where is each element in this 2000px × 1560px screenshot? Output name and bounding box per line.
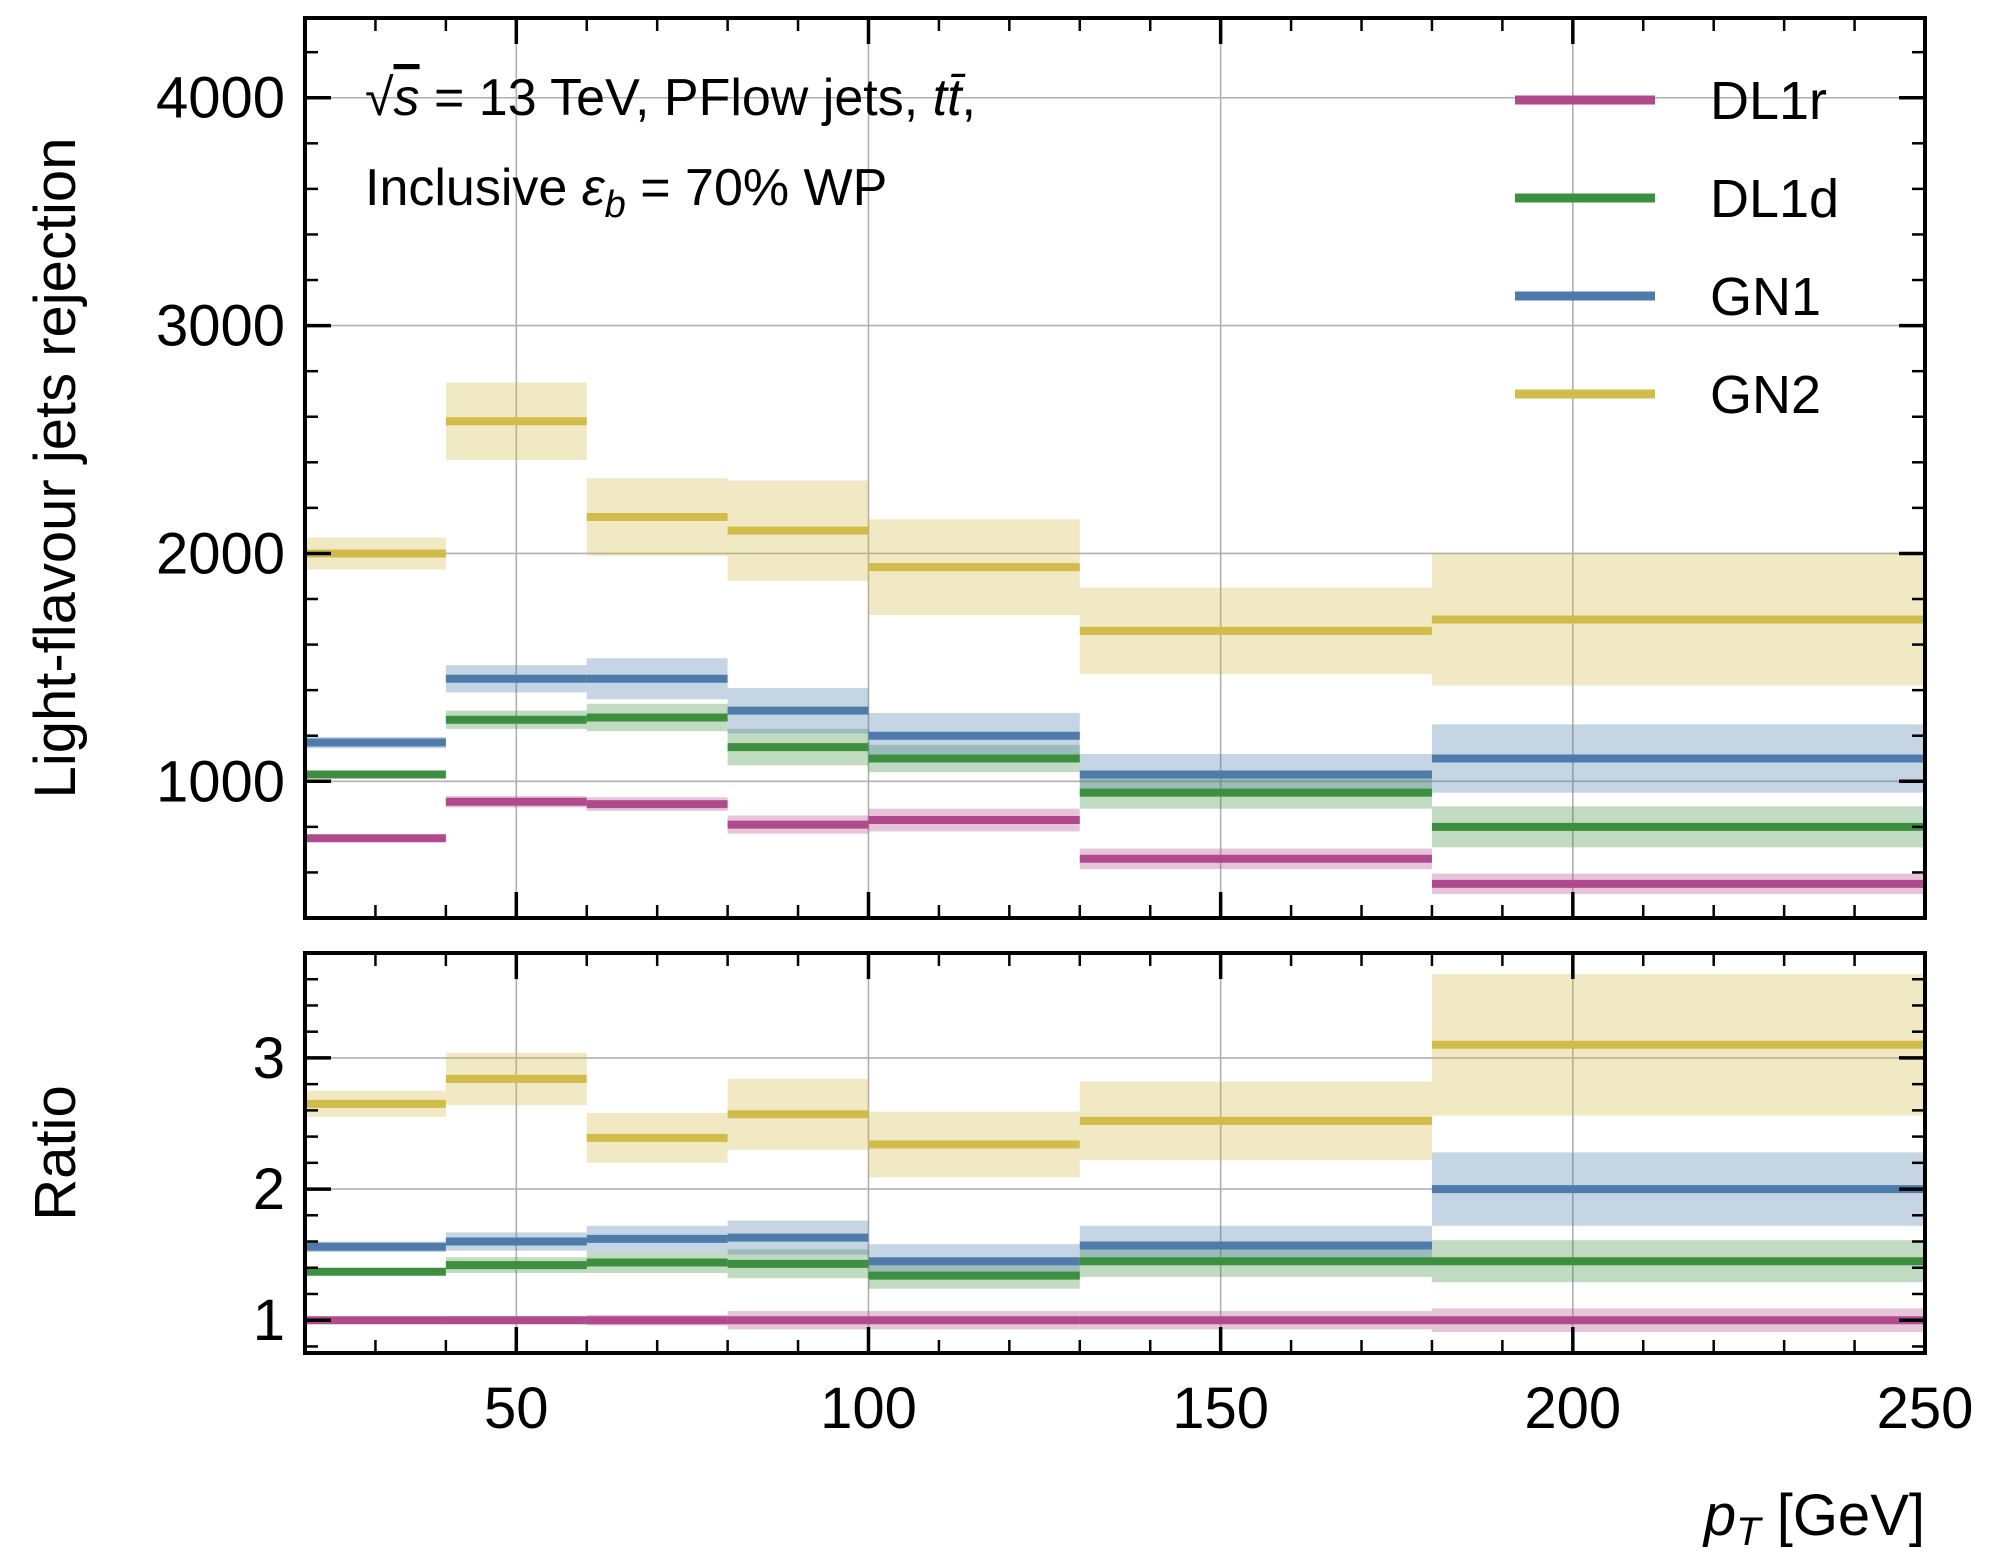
sqrt-symbol: √ (365, 69, 394, 127)
bottom-y-axis-label: Ratio (23, 1085, 88, 1220)
bottom-frame (303, 951, 1927, 1355)
top-frame (303, 16, 1927, 920)
legend-label-dl1r: DL1r (1710, 71, 1827, 131)
top-lines (305, 417, 1925, 888)
y-tick-label: 1 (253, 1288, 285, 1353)
x-tick-label: 150 (1172, 1376, 1269, 1441)
y-tick-label: 2000 (156, 521, 285, 586)
annotation: √s = 13 TeV, PFlow jets, tt̄, Inclusive … (365, 69, 976, 226)
x-tick-label: 100 (820, 1376, 917, 1441)
top-ticks (305, 18, 1927, 920)
y-tick-label: 3000 (156, 294, 285, 359)
bottom-tick-labels: 50 100 150 200 250 1 2 3 (253, 1026, 1974, 1441)
top-bands (305, 382, 1925, 895)
y-tick-label: 2 (253, 1157, 285, 1222)
sqrt-s: s (394, 69, 420, 127)
legend-label-gn2: GN2 (1710, 365, 1821, 425)
y-tick-label: 3 (253, 1026, 285, 1091)
y-tick-label: 1000 (156, 749, 285, 814)
legend-label-dl1d: DL1d (1710, 169, 1839, 229)
legend-label-gn1: GN1 (1710, 267, 1821, 327)
bottom-panel: 50 100 150 200 250 1 2 3 Ratio pT [GeV] (23, 951, 1974, 1554)
annotation-line-1: √s = 13 TeV, PFlow jets, tt̄, (365, 69, 976, 127)
top-grid (305, 18, 1925, 918)
x-axis-label: pT [GeV] (1702, 1483, 1925, 1554)
bottom-bands (305, 973, 1925, 1333)
x-tick-label: 250 (1877, 1376, 1974, 1441)
x-tick-label: 50 (484, 1376, 549, 1441)
bottom-ticks (305, 953, 1927, 1353)
top-panel: 1000 2000 3000 4000 Light-flavour jets reje… (23, 16, 1927, 920)
top-tick-labels: 1000 2000 3000 4000 (156, 66, 285, 815)
top-y-axis-label: Light-flavour jets rejection (23, 138, 88, 799)
legend: DL1r DL1d GN1 GN2 (1515, 71, 1839, 425)
bottom-lines (305, 1040, 1925, 1325)
y-tick-label: 4000 (156, 66, 285, 131)
annotation-line-2: Inclusive εb = 70% WP (365, 159, 887, 226)
x-tick-label: 200 (1524, 1376, 1621, 1441)
